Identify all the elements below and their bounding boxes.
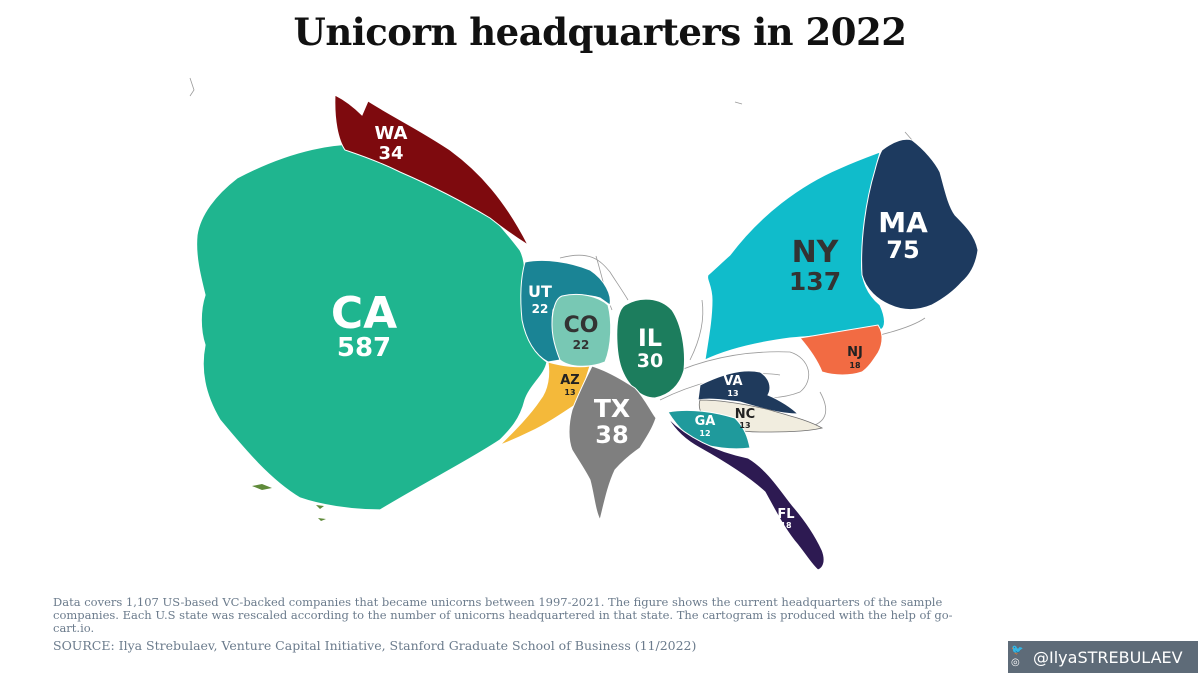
twitter-icon: 🐦 bbox=[1011, 645, 1024, 656]
label-ny-count: 137 bbox=[789, 267, 841, 296]
instagram-icon: ◎ bbox=[1011, 657, 1020, 668]
label-co-code: CO bbox=[564, 313, 599, 338]
label-va-code: VA bbox=[723, 374, 742, 389]
background-outlines bbox=[189, 77, 926, 426]
social-handle-badge: 🐦 ◎ @IlyaSTREBULAEV bbox=[1008, 641, 1198, 673]
state-ma bbox=[861, 138, 979, 310]
state-tx bbox=[568, 365, 657, 522]
label-fl-code: FL bbox=[777, 507, 794, 522]
label-il-count: 30 bbox=[637, 350, 663, 372]
source-line: SOURCE: Ilya Strebulaev, Venture Capital… bbox=[53, 638, 697, 653]
label-az-code: AZ bbox=[560, 373, 580, 388]
state-labels: CA 587 NY 137 MA 75 TX 38 WA 34 IL 30 UT… bbox=[331, 123, 928, 530]
label-wa-count: 34 bbox=[378, 143, 403, 164]
state-fl bbox=[667, 417, 825, 571]
islands bbox=[252, 484, 326, 521]
label-ma-code: MA bbox=[878, 206, 928, 239]
label-co-count: 22 bbox=[573, 338, 590, 352]
label-va-count: 13 bbox=[727, 389, 738, 398]
label-nj-count: 18 bbox=[849, 361, 861, 370]
handle-text: @IlyaSTREBULAEV bbox=[1033, 647, 1183, 667]
label-ma-count: 75 bbox=[886, 236, 919, 264]
map-title: Unicorn headquarters in 2022 bbox=[293, 10, 907, 54]
label-tx-count: 38 bbox=[595, 421, 628, 449]
label-ca-count: 587 bbox=[337, 333, 391, 363]
state-wa bbox=[334, 94, 530, 247]
state-ny bbox=[704, 151, 885, 361]
state-co bbox=[551, 293, 612, 367]
state-nj bbox=[799, 324, 883, 376]
state-va bbox=[697, 370, 800, 415]
label-nc-code: NC bbox=[735, 407, 755, 422]
label-ut-code: UT bbox=[528, 282, 552, 301]
label-ga-count: 12 bbox=[699, 429, 710, 438]
label-il-code: IL bbox=[638, 324, 662, 352]
label-ga-code: GA bbox=[695, 414, 716, 429]
label-wa-code: WA bbox=[375, 123, 408, 144]
label-tx-code: TX bbox=[594, 394, 630, 423]
label-fl-count: 18 bbox=[780, 521, 792, 530]
state-az bbox=[499, 361, 591, 446]
data-note: Data covers 1,107 US-based VC-backed com… bbox=[53, 595, 953, 635]
label-ca-code: CA bbox=[331, 288, 397, 339]
label-ut-count: 22 bbox=[532, 302, 549, 316]
label-nc-count: 13 bbox=[739, 421, 750, 430]
label-nj-code: NJ bbox=[847, 345, 863, 360]
label-ny-code: NY bbox=[792, 235, 840, 270]
label-az-count: 13 bbox=[564, 388, 575, 397]
state-il bbox=[616, 298, 685, 399]
